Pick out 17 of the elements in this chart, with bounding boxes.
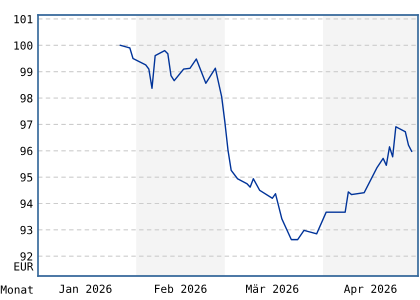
x-axis-title: Monat bbox=[0, 286, 33, 294]
x-tick-label: Jan 2026 bbox=[59, 284, 112, 293]
line-series bbox=[120, 44, 412, 240]
x-tick-label: Mär 2026 bbox=[246, 284, 298, 293]
x-tick-label: Feb 2026 bbox=[155, 284, 207, 293]
y-tick-label: 101 bbox=[14, 14, 32, 24]
y-tick-label: 97 bbox=[20, 120, 32, 129]
y-tick-label: 93 bbox=[20, 226, 32, 234]
y-tick-label: 100 bbox=[14, 41, 32, 50]
y-tick-label: 95 bbox=[20, 173, 32, 182]
x-tick-label: Apr 2026 bbox=[344, 284, 397, 296]
y-tick-label: 96 bbox=[20, 146, 32, 156]
y-tick-label: 94 bbox=[20, 200, 33, 208]
y-tick-label: 98 bbox=[20, 94, 32, 102]
y-tick-label: 92 bbox=[20, 252, 32, 261]
y-axis-title: EUR bbox=[14, 262, 34, 271]
y-tick-label: 99 bbox=[20, 68, 32, 76]
